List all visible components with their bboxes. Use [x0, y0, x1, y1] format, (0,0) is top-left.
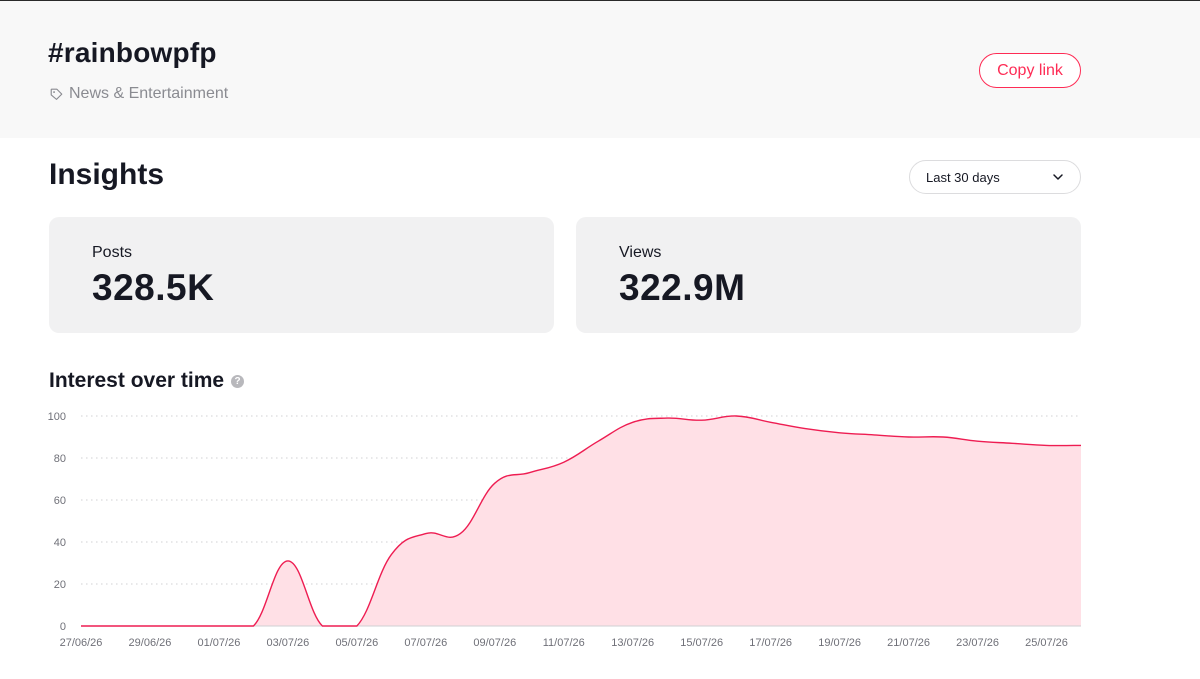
data-point[interactable] [315, 619, 329, 633]
x-tick-label: 25/07/26 [1025, 637, 1068, 649]
copy-link-button[interactable]: Copy link [979, 53, 1081, 88]
data-point[interactable] [74, 619, 88, 633]
y-tick-label: 100 [48, 411, 66, 423]
data-point[interactable] [522, 466, 536, 480]
data-point[interactable] [798, 422, 812, 436]
y-tick-label: 0 [60, 621, 66, 633]
x-tick-label: 09/07/26 [473, 637, 516, 649]
date-range-dropdown[interactable]: Last 30 days [909, 160, 1081, 194]
data-point[interactable] [557, 455, 571, 469]
x-tick-label: 15/07/26 [680, 637, 723, 649]
chart-title: Interest over time ? [49, 369, 245, 393]
hashtag-title: #rainbowpfp [48, 37, 217, 68]
x-tick-label: 05/07/26 [335, 637, 378, 649]
data-point[interactable] [212, 619, 226, 633]
insights-title: Insights [49, 158, 165, 191]
posts-label: Posts [92, 244, 133, 261]
y-tick-label: 20 [54, 579, 66, 591]
data-point[interactable] [867, 428, 881, 442]
data-point[interactable] [902, 430, 916, 444]
category-label: News & Entertainment [50, 85, 228, 103]
y-tick-label: 60 [54, 495, 66, 507]
data-point[interactable] [453, 527, 467, 541]
data-point[interactable] [695, 413, 709, 427]
chevron-down-icon [1053, 174, 1063, 180]
data-point[interactable] [833, 426, 847, 440]
views-stat-card: Views 322.9M [576, 217, 1081, 333]
x-tick-label: 01/07/26 [198, 637, 241, 649]
x-tick-label: 21/07/26 [887, 637, 930, 649]
x-tick-label: 03/07/26 [266, 637, 309, 649]
y-tick-label: 80 [54, 453, 66, 465]
data-point[interactable] [626, 415, 640, 429]
interest-over-time-chart: 0 20 40 60 80 100 27/06/26 29/06/26 01/07/26 03/0… [48, 409, 1088, 649]
data-point[interactable] [419, 527, 433, 541]
data-point[interactable] [660, 411, 674, 425]
data-point[interactable] [350, 619, 364, 633]
data-point[interactable] [1005, 436, 1019, 450]
interest-line [81, 415, 1082, 627]
category-text: News & Entertainment [69, 85, 229, 102]
data-point[interactable] [971, 434, 985, 448]
data-point[interactable] [488, 476, 502, 490]
data-point[interactable] [1040, 438, 1054, 452]
data-point[interactable] [936, 430, 950, 444]
data-point[interactable] [281, 554, 295, 568]
posts-value: 328.5K [92, 267, 215, 308]
help-icon[interactable]: ? [231, 374, 245, 388]
tag-icon [50, 88, 63, 100]
data-point[interactable] [177, 619, 191, 633]
data-point[interactable] [384, 548, 398, 562]
x-tick-label: 19/07/26 [818, 637, 861, 649]
data-point[interactable] [1074, 438, 1088, 452]
posts-stat-card: Posts 328.5K [49, 217, 554, 333]
x-tick-label: 23/07/26 [956, 637, 999, 649]
y-tick-label: 40 [54, 537, 66, 549]
views-value: 322.9M [619, 267, 746, 308]
tag-header: #rainbowpfp News & Entertainment Copy li… [0, 0, 1200, 138]
x-tick-label: 11/07/26 [543, 637, 585, 649]
x-tick-label: 17/07/26 [749, 637, 792, 649]
x-tick-label: 27/06/26 [60, 637, 103, 649]
data-point[interactable] [246, 619, 260, 633]
interest-area [81, 415, 1081, 626]
views-label: Views [619, 244, 662, 261]
chart-title-text: Interest over time [49, 369, 225, 392]
data-point[interactable] [729, 409, 743, 423]
x-tick-label: 13/07/26 [611, 637, 654, 649]
data-point[interactable] [108, 619, 122, 633]
x-tick-label: 29/06/26 [129, 637, 172, 649]
x-tick-label: 07/07/26 [404, 637, 447, 649]
date-range-value: Last 30 days [926, 169, 1000, 185]
data-point[interactable] [143, 619, 157, 633]
data-point[interactable] [591, 434, 605, 448]
data-point[interactable] [764, 415, 778, 429]
